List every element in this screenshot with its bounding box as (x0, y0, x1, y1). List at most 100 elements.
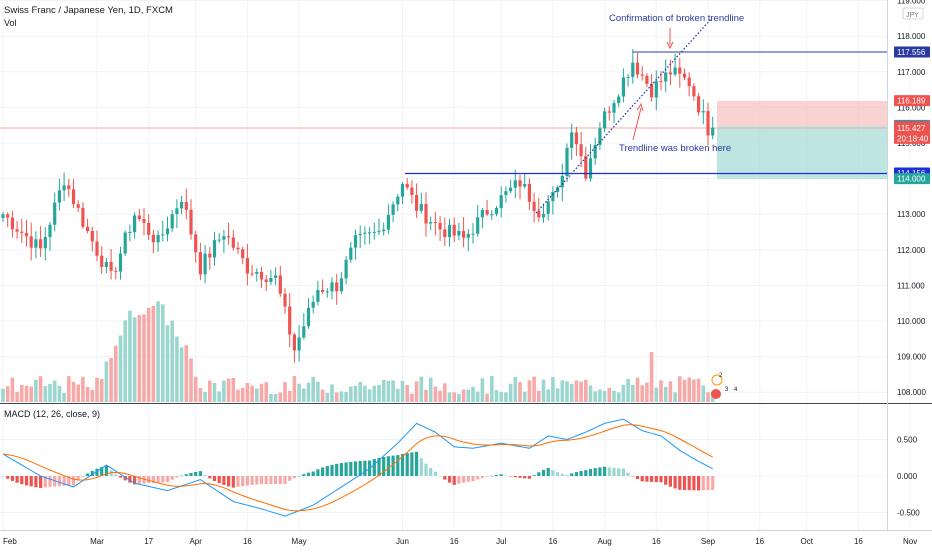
candle[interactable] (330, 277, 334, 300)
candle[interactable] (405, 178, 409, 190)
candle[interactable] (363, 226, 367, 245)
candle[interactable] (626, 74, 630, 87)
candle[interactable] (523, 173, 527, 189)
price-badge-stop[interactable]: 116.189 (894, 95, 930, 107)
candle[interactable] (34, 231, 38, 259)
candle[interactable] (654, 70, 658, 111)
symbol-title[interactable]: Swiss Franc / Japanese Yen, 1D, FXCM (4, 5, 173, 16)
candle[interactable] (607, 106, 611, 121)
candle[interactable] (645, 73, 649, 88)
candle[interactable] (259, 267, 264, 288)
candle[interactable] (433, 211, 437, 236)
candle[interactable] (386, 204, 390, 234)
candle[interactable] (39, 226, 43, 257)
candle[interactable] (706, 102, 710, 146)
candles[interactable] (1, 48, 715, 363)
candle[interactable] (95, 230, 99, 262)
macd-label[interactable]: MACD (12, 26, close, 9) (4, 409, 100, 419)
candle[interactable] (118, 246, 123, 280)
candle[interactable] (579, 131, 583, 168)
candle[interactable] (593, 137, 597, 165)
candle[interactable] (584, 147, 588, 181)
candle[interactable] (29, 222, 33, 261)
price-axis[interactable]: 119.000118.000117.000116.000115.000114.0… (897, 0, 926, 397)
currency-badge[interactable]: JPY (902, 7, 924, 20)
candle[interactable] (86, 218, 90, 234)
candle[interactable] (480, 208, 484, 229)
candle[interactable] (100, 246, 104, 274)
candle[interactable] (10, 211, 14, 238)
candle[interactable] (48, 222, 52, 251)
candle[interactable] (114, 266, 118, 280)
candle[interactable] (682, 68, 687, 81)
candle[interactable] (556, 185, 560, 198)
price-badge-last[interactable]: 115.427 (894, 122, 930, 134)
candle[interactable] (368, 227, 372, 245)
candle[interactable] (673, 53, 677, 77)
candle[interactable] (650, 73, 654, 102)
candle[interactable] (245, 244, 249, 286)
target-zone[interactable] (717, 126, 887, 179)
candle[interactable] (133, 212, 137, 239)
candle[interactable] (631, 48, 635, 84)
candle[interactable] (302, 313, 306, 340)
candle[interactable] (264, 275, 268, 292)
candle[interactable] (551, 186, 555, 215)
candle[interactable] (574, 126, 578, 157)
candle[interactable] (283, 288, 287, 314)
candle[interactable] (156, 230, 160, 252)
candle[interactable] (325, 288, 329, 298)
candle[interactable] (466, 229, 470, 252)
candle[interactable] (203, 244, 207, 284)
candle[interactable] (274, 267, 278, 286)
candle[interactable] (509, 179, 513, 194)
candle[interactable] (565, 143, 569, 183)
event-badges[interactable]: 2 3 4 (711, 373, 738, 399)
candle[interactable] (208, 247, 212, 270)
candle[interactable] (457, 222, 461, 241)
candle[interactable] (612, 100, 616, 124)
trendline[interactable] (535, 17, 713, 214)
candle[interactable] (518, 174, 522, 200)
candle[interactable] (104, 257, 108, 274)
candle[interactable] (504, 186, 508, 203)
candle[interactable] (349, 241, 353, 263)
candle[interactable] (194, 230, 198, 263)
candle[interactable] (391, 201, 395, 223)
candle[interactable] (165, 216, 170, 242)
candle[interactable] (90, 226, 94, 252)
candle[interactable] (353, 229, 358, 260)
candle[interactable] (344, 256, 348, 285)
candle[interactable] (697, 92, 701, 116)
candle[interactable] (447, 218, 452, 247)
candle[interactable] (372, 222, 376, 240)
candle[interactable] (452, 217, 456, 243)
candle[interactable] (128, 224, 132, 242)
price-badge-target[interactable]: 114.000 (894, 173, 930, 185)
candle[interactable] (377, 218, 381, 235)
candle[interactable] (640, 66, 644, 81)
candle[interactable] (250, 264, 254, 277)
candle[interactable] (76, 200, 80, 213)
time-axis[interactable]: Feb Mar 17 Apr 16 May Jun 16 Jul 16 Aug 16 Sep 16 Oct 1… (3, 537, 917, 546)
candle[interactable] (617, 93, 621, 107)
candle[interactable] (635, 52, 640, 79)
candle[interactable] (217, 233, 221, 243)
candle[interactable] (410, 180, 414, 204)
candle[interactable] (396, 194, 400, 212)
candle[interactable] (269, 269, 273, 285)
candle[interactable] (490, 210, 494, 220)
candle[interactable] (532, 192, 536, 223)
candle[interactable] (71, 179, 76, 208)
candle[interactable] (123, 230, 127, 257)
candle[interactable] (560, 163, 564, 202)
candle[interactable] (15, 220, 19, 239)
candle[interactable] (598, 122, 602, 150)
candle[interactable] (147, 214, 151, 241)
candle[interactable] (692, 83, 696, 101)
candle[interactable] (1, 211, 5, 223)
candle[interactable] (711, 116, 715, 140)
candle[interactable] (142, 208, 146, 236)
candle[interactable] (227, 222, 231, 245)
